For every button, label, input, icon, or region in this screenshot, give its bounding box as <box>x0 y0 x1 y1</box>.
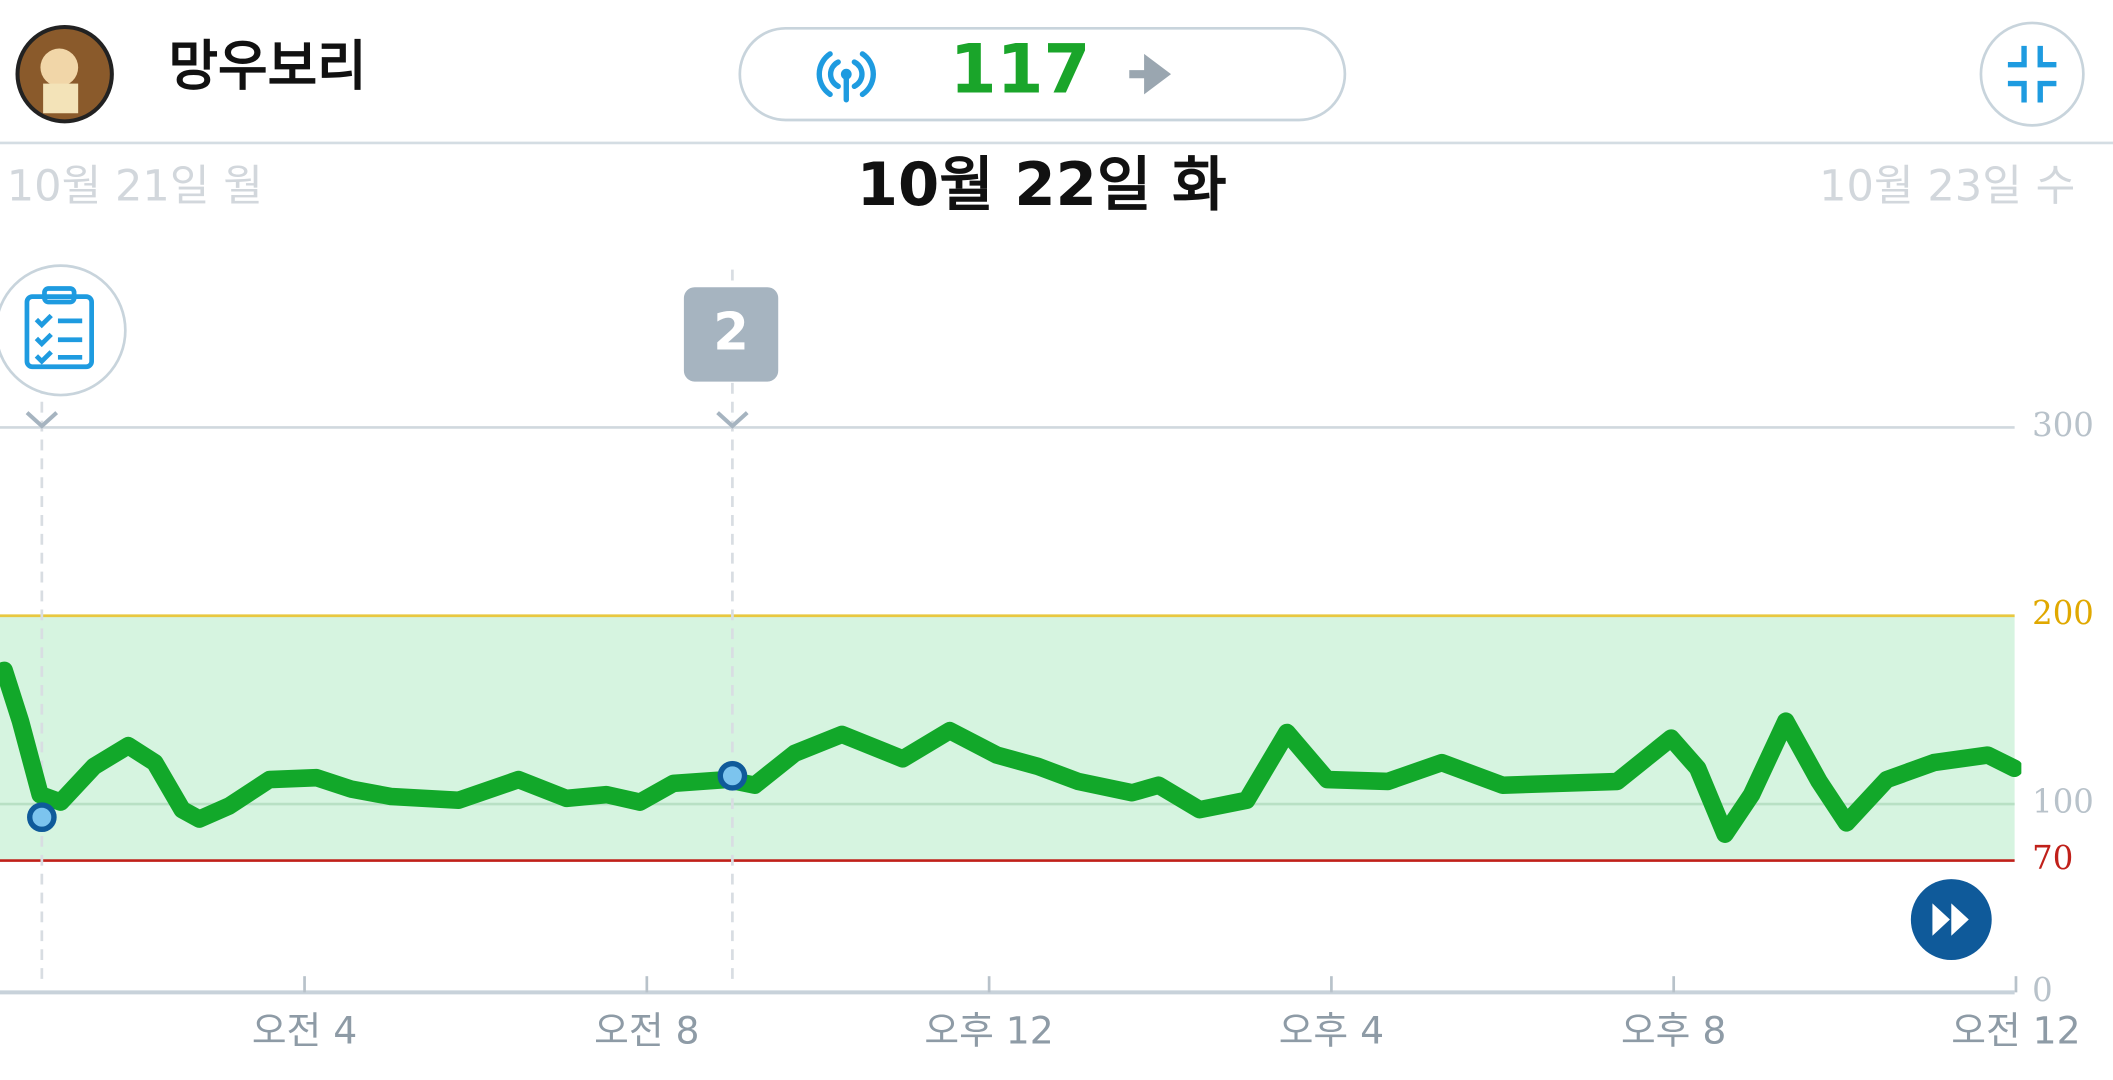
x-tick-label: 오전 4 <box>252 1008 357 1052</box>
trend-arrow <box>1129 53 1172 95</box>
y-tick-label: 300 <box>2032 406 2094 444</box>
x-tick-label: 오전 12 <box>1951 1008 2080 1052</box>
x-tick-label: 오후 8 <box>1621 1008 1726 1052</box>
log-button[interactable] <box>0 264 127 397</box>
current-glucose: 117 <box>950 30 1091 109</box>
y-tick-label: 200 <box>2032 594 2094 632</box>
current-date: 10월 22일 화 <box>857 150 1227 219</box>
x-tick-label: 오후 12 <box>924 1008 1053 1052</box>
signal-dot <box>840 68 852 80</box>
event-badge-label: 2 <box>713 303 749 363</box>
event-badge <box>683 287 779 382</box>
glucose-line <box>0 661 2022 843</box>
next-date[interactable]: 10월 23일 수 <box>1819 161 2075 211</box>
event-marker <box>717 760 748 791</box>
y-tick-label: 100 <box>2032 783 2094 821</box>
y-tick-label: 70 <box>2032 839 2073 877</box>
prev-date[interactable]: 10월 21일 월 <box>7 161 263 211</box>
avatar-body <box>43 83 79 114</box>
user-name: 망우보리 <box>168 35 366 98</box>
y-tick-label: 0 <box>2032 971 2053 1009</box>
event-chevron <box>25 411 59 429</box>
glucose-pill[interactable] <box>738 26 1347 122</box>
x-tick-label: 오전 8 <box>594 1008 699 1052</box>
collapse-icon <box>2007 45 2057 103</box>
x-tick-label: 오후 4 <box>1279 1008 1384 1052</box>
glucose-trace <box>0 661 2022 843</box>
clipboard-icon <box>24 286 94 370</box>
chart: 0 70 100 200 300 오전 4 오전 8 오후 12 오후 4 오후 8 오전 12 2 <box>0 269 2094 1052</box>
event-chevron <box>716 411 749 429</box>
avatar-face <box>40 48 79 87</box>
fast-forward-icon <box>1932 903 1969 936</box>
collapse-button[interactable] <box>1979 21 2085 127</box>
signal-icon <box>816 51 876 103</box>
event-marker <box>27 802 57 833</box>
